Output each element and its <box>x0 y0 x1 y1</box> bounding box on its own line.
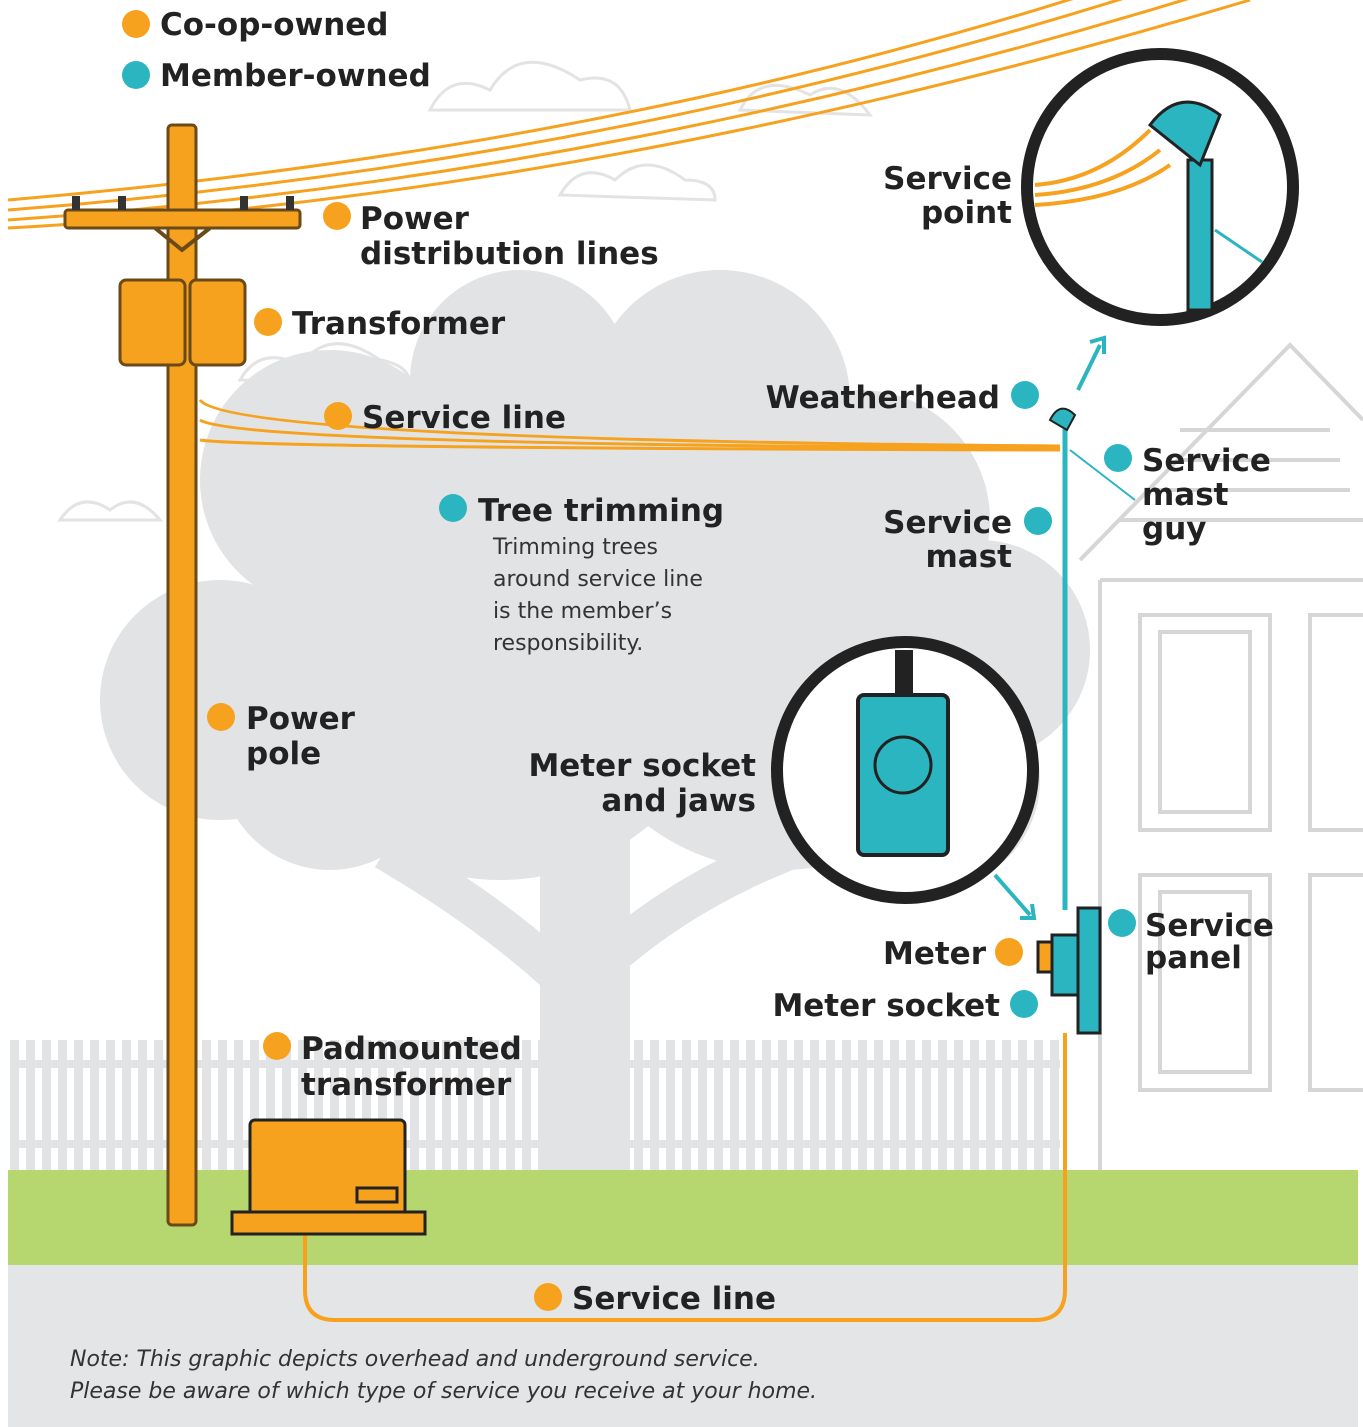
component-label: Service panel <box>1145 908 1274 976</box>
equipment <box>7 0 1299 1322</box>
label-line: mast <box>926 539 1013 575</box>
label-description: Trimming trees around service line is the … <box>492 535 703 656</box>
owner-dot <box>263 1032 291 1060</box>
label-line: and jaws <box>601 783 756 819</box>
label-line: distribution lines <box>360 236 659 272</box>
label-line: Padmounted <box>301 1031 522 1067</box>
description-line: Trimming trees <box>492 535 658 560</box>
label-line: Tree trimming <box>478 493 724 529</box>
note-line: Note: This graphic depicts overhead and … <box>70 1347 760 1372</box>
label-line: guy <box>1142 511 1206 547</box>
component-label: Meter socket <box>772 988 1000 1024</box>
component-label: Weatherhead <box>766 380 1000 416</box>
label-line: panel <box>1145 940 1242 976</box>
component-label: Power distribution lines <box>360 201 659 272</box>
note-line: Please be aware of which type of service… <box>70 1379 817 1404</box>
owner-dot <box>995 938 1023 966</box>
component-label: Transformer <box>292 306 506 342</box>
description-line: is the member’s <box>493 599 672 624</box>
component-label: Meter socket and jaws <box>528 748 756 819</box>
label-line: Power <box>360 201 470 237</box>
owner-dot <box>254 308 282 336</box>
label-line: mast <box>1142 477 1229 513</box>
description-line: around service line <box>493 567 703 592</box>
owner-dot <box>534 1283 562 1311</box>
label-line: Transformer <box>292 306 506 342</box>
label-line: Service <box>883 505 1012 541</box>
label-line: Power <box>246 701 356 737</box>
label-line: Meter socket <box>772 988 1000 1024</box>
owner-dot <box>324 402 352 430</box>
component-label: Service line <box>362 400 566 436</box>
description-line: responsibility. <box>493 631 643 656</box>
component-label: Power pole <box>246 701 356 772</box>
label-line: Service line <box>362 400 566 436</box>
background <box>8 0 1363 1427</box>
note: Note: This graphic depicts overhead and … <box>70 1347 817 1404</box>
component-label: Service line <box>572 1281 776 1317</box>
component-label: Meter <box>883 936 987 972</box>
legend-dot <box>122 61 150 89</box>
component-label: Padmounted transformer <box>301 1031 522 1103</box>
owner-dot <box>1104 444 1132 472</box>
owner-dot <box>1011 381 1039 409</box>
label-line: point <box>921 195 1012 231</box>
owner-dot <box>207 703 235 731</box>
owner-dot <box>323 202 351 230</box>
label-line: Meter socket <box>528 748 756 784</box>
legend-dot <box>122 10 150 38</box>
label-line: pole <box>246 736 321 772</box>
legend-label: Co-op-owned <box>160 7 389 43</box>
label-line: Service line <box>572 1281 776 1317</box>
component-label: Service mast <box>883 505 1012 575</box>
label-line: Meter <box>883 936 987 972</box>
owner-dot <box>1010 990 1038 1018</box>
label-line: Service <box>883 161 1012 197</box>
component-label: Service mast guy <box>1142 443 1271 547</box>
owner-dot <box>1108 909 1136 937</box>
component-label: Service point <box>883 161 1012 231</box>
owner-dot <box>1024 507 1052 535</box>
component-label: Tree trimming <box>478 493 724 529</box>
owner-dot <box>439 494 467 522</box>
label-line: Service <box>1142 443 1271 479</box>
label-line: Weatherhead <box>766 380 1000 416</box>
legend-label: Member-owned <box>160 58 431 94</box>
label-line: Service <box>1145 908 1274 944</box>
label-line: transformer <box>301 1067 512 1103</box>
